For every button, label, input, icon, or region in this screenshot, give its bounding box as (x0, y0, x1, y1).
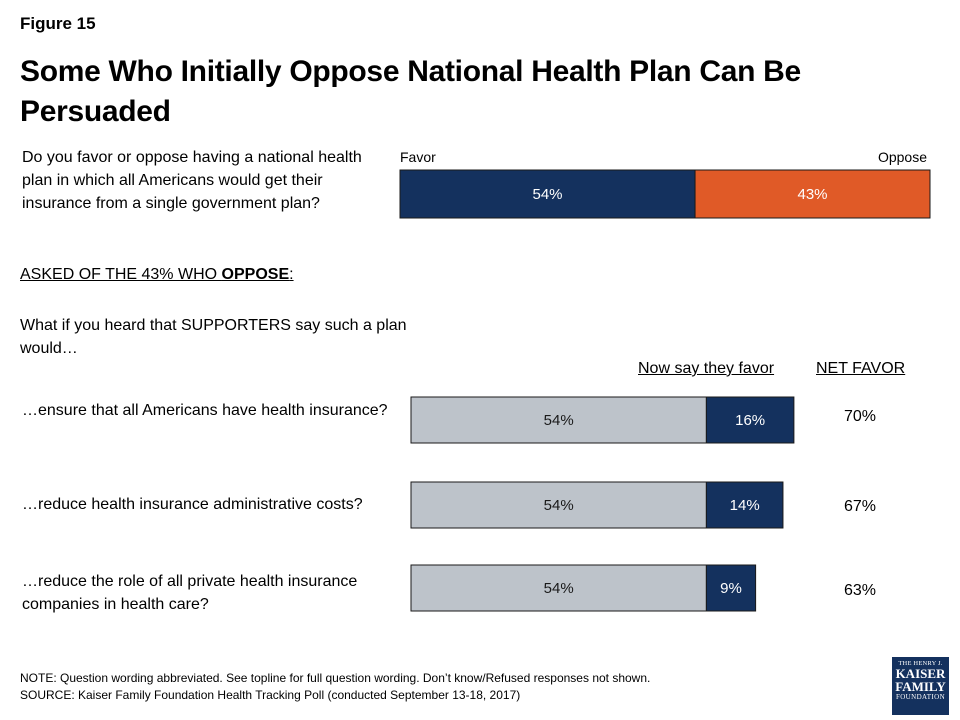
bar-label-now-favor: 9% (720, 580, 742, 597)
bar-oppose (694, 169, 931, 219)
bar-label-initial: 54% (544, 497, 574, 514)
column-header-now-favor: Now say they favor (638, 360, 775, 377)
row-label-admin-costs: …reduce health insurance administrative … (22, 496, 363, 513)
bar-favor (399, 169, 696, 219)
footnote: NOTE: Question wording abbreviated. See … (20, 670, 650, 704)
bar-now-favor (705, 481, 784, 529)
column-header-net-favor: NET FAVOR (816, 360, 906, 377)
row-label-private-insurers: …reduce the role of all private health i… (22, 573, 358, 613)
net-favor-value: 63% (843, 582, 877, 599)
bar-label-initial: 54% (544, 412, 574, 429)
figure-label: Figure 15 (20, 14, 96, 33)
source-text: SOURCE: Kaiser Family Foundation Health … (20, 688, 521, 702)
intro-text: What if you heard that SUPPORTERS say su… (20, 317, 407, 357)
bar-now-favor (705, 396, 795, 444)
bar-initial-favor (410, 564, 707, 612)
bar-label-now-favor: 16% (735, 412, 765, 429)
row-label-ensure-coverage: …ensure that all Americans have health i… (22, 402, 388, 419)
chart-title: Some Who Initially Oppose National Healt… (20, 55, 801, 128)
subgroup-heading-bold: OPPOSE (221, 266, 290, 283)
bar-initial-favor (410, 481, 707, 529)
bar-initial-favor (410, 396, 707, 444)
legend-oppose: Oppose (878, 149, 927, 165)
net-favor-value: 67% (843, 498, 877, 515)
bar-label-favor: 54% (533, 186, 563, 203)
bar-now-favor (705, 564, 757, 612)
bar-label-initial: 54% (544, 580, 574, 597)
note-text: NOTE: Question wording abbreviated. See … (20, 671, 651, 685)
kff-logo: THE HENRY J. KAISER FAMILY FOUNDATION (892, 657, 949, 715)
overall-chart: Favor Oppose 54% 43% (399, 149, 931, 219)
legend-favor: Favor (400, 149, 436, 165)
persuasion-chart: 54% 16% 54% 14% 54% 9% (410, 396, 795, 612)
bar-label-oppose: 43% (798, 186, 828, 203)
subgroup-heading: ASKED OF THE 43% WHO OPPOSE: (20, 266, 294, 283)
net-favor-value: 70% (843, 408, 877, 425)
question-text: Do you favor or oppose having a national… (22, 149, 362, 212)
bar-label-now-favor: 14% (730, 497, 760, 514)
